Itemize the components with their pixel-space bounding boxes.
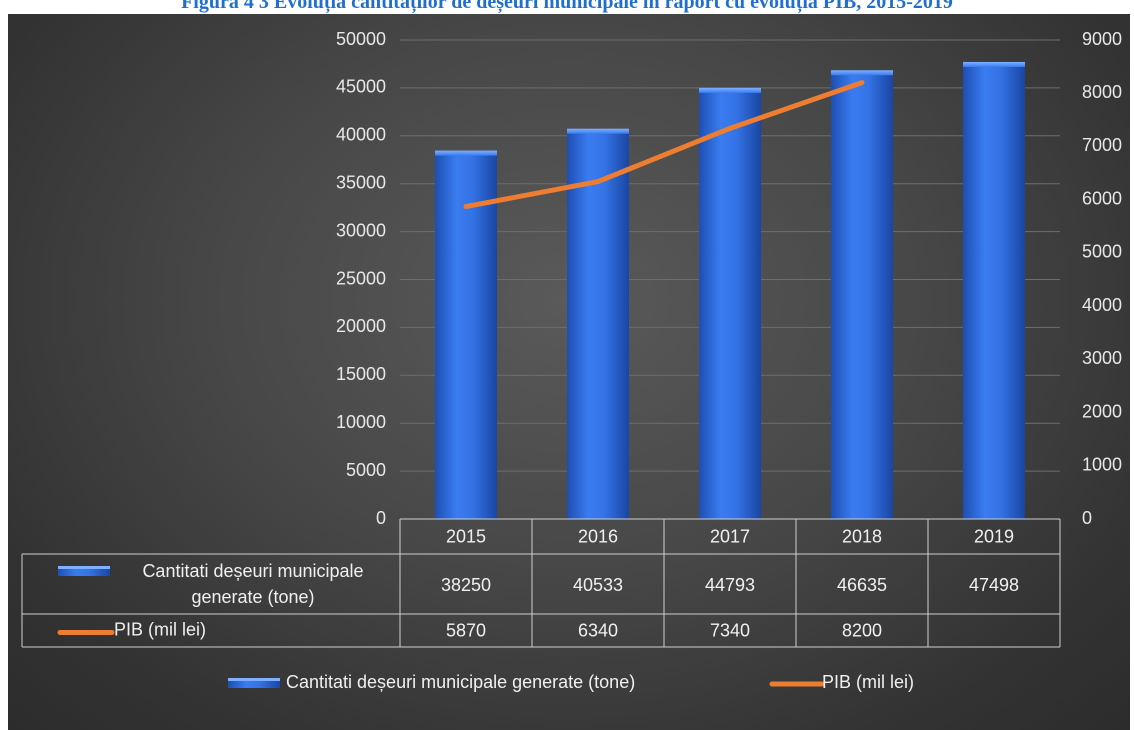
right-tick-label: 2000 — [1082, 401, 1122, 421]
table-row-label: generate (tone) — [191, 587, 314, 607]
left-tick-label: 50000 — [336, 29, 386, 49]
bar-cap — [963, 61, 1025, 67]
right-tick-label: 5000 — [1082, 242, 1122, 262]
table-cell-value: 40533 — [573, 575, 623, 595]
table-bar-key — [58, 567, 110, 576]
table-row-label: PIB (mil lei) — [114, 619, 206, 639]
x-category-label: 2016 — [578, 526, 618, 546]
right-tick-label: 4000 — [1082, 295, 1122, 315]
right-tick-label: 8000 — [1082, 82, 1122, 102]
x-category-label: 2015 — [446, 526, 486, 546]
x-category-label: 2017 — [710, 526, 750, 546]
line-series — [463, 80, 865, 210]
table-cell-value: 8200 — [842, 620, 882, 640]
legend-item-label: PIB (mil lei) — [822, 672, 914, 692]
figure-caption: Figura 4 3 Evoluția cantităților de deșe… — [181, 0, 953, 13]
bar-cap — [831, 70, 893, 76]
data-table: 2015 2016 2017 2018 2019 Cantitati deșeuri mu… — [21, 518, 1061, 648]
bar-cap — [567, 128, 629, 134]
legend-bar-key-cap — [228, 678, 280, 681]
right-tick-label: 0 — [1082, 508, 1092, 528]
table-cell-value: 47498 — [969, 575, 1019, 595]
table-cell-value: 46635 — [837, 575, 887, 595]
bar-cap — [435, 150, 497, 156]
table-bar-key-cap — [58, 566, 110, 569]
left-tick-label: 10000 — [336, 412, 386, 432]
legend-bar-key — [228, 679, 280, 688]
table-row-label: Cantitati deșeuri municipale — [142, 561, 363, 581]
right-axis: 0 1000 2000 3000 4000 5000 6000 7000 8000 9000 — [1082, 29, 1122, 528]
left-tick-label: 35000 — [336, 172, 386, 192]
right-tick-label: 9000 — [1082, 29, 1122, 49]
bar-series — [435, 61, 1025, 520]
table-cell-value: 44793 — [705, 575, 755, 595]
left-tick-label: 15000 — [336, 364, 386, 384]
left-tick-label: 45000 — [336, 77, 386, 97]
pib-line — [463, 80, 865, 210]
x-category-label: 2019 — [974, 526, 1014, 546]
table-cell-value: 38250 — [441, 575, 491, 595]
bar — [699, 89, 761, 519]
left-tick-label: 40000 — [336, 125, 386, 145]
right-tick-label: 3000 — [1082, 348, 1122, 368]
bar — [567, 130, 629, 520]
chart-area: 0 5000 10000 15000 20000 25000 30000 35000 40000… — [8, 14, 1130, 730]
right-tick-label: 6000 — [1082, 188, 1122, 208]
left-axis: 0 5000 10000 15000 20000 25000 30000 35000 40000… — [336, 29, 386, 528]
legend-item-label: Cantitati deșeuri municipale generate (t… — [286, 672, 635, 692]
table-cell-value: 6340 — [578, 620, 618, 640]
bar — [963, 63, 1025, 520]
x-category-label: 2018 — [842, 526, 882, 546]
legend: Cantitati deșeuri municipale generate (t… — [228, 672, 914, 692]
bar — [831, 72, 893, 519]
left-tick-label: 20000 — [336, 316, 386, 336]
bar-cap — [699, 87, 761, 93]
left-tick-label: 30000 — [336, 220, 386, 240]
left-tick-label: 25000 — [336, 268, 386, 288]
left-tick-label: 0 — [376, 508, 386, 528]
right-tick-label: 7000 — [1082, 135, 1122, 155]
chart-svg: 0500010000150002000025000300003500040000… — [21, 29, 1122, 692]
table-cell-value: 7340 — [710, 620, 750, 640]
left-tick-label: 5000 — [346, 460, 386, 480]
table-cell-value: 5870 — [446, 620, 486, 640]
bar — [435, 152, 497, 519]
right-tick-label: 1000 — [1082, 455, 1122, 475]
